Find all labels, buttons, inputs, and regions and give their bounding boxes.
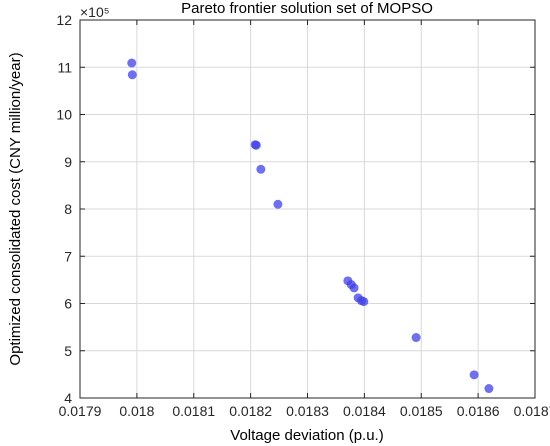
x-tick-label: 0.0183: [286, 403, 329, 419]
grid: [79, 19, 536, 399]
y-tick-label: 4: [64, 390, 72, 406]
data-point: [127, 58, 137, 68]
x-tick-label: 0.0182: [229, 403, 272, 419]
data-point: [469, 370, 479, 380]
y-tick-label: 11: [57, 59, 72, 75]
x-tick-label: 0.0187: [514, 403, 550, 419]
data-point: [256, 164, 266, 174]
chart-title: Pareto frontier solution set of MOPSO: [181, 0, 433, 17]
y-tick-label: 6: [64, 296, 72, 312]
y-tick-label: 10: [56, 107, 72, 123]
data-point: [484, 384, 494, 394]
x-tick-label: 0.0179: [59, 403, 102, 419]
x-tick-label: 0.0185: [400, 403, 443, 419]
y-tick-label: 8: [64, 201, 72, 217]
x-tick-label: 0.0181: [172, 403, 215, 419]
y-axis-label: Optimized consolidated cost (CNY million…: [7, 52, 24, 365]
y-tick-label: 7: [64, 248, 72, 264]
axis-ticks: 0.0179 0.018 0.0181 0.0182 0.0183 0.0184 0.018…: [56, 12, 550, 419]
data-point: [251, 140, 261, 150]
x-tick-label: 0.0184: [343, 403, 386, 419]
x-axis-label: Voltage deviation (p.u.): [230, 427, 383, 444]
scatter-series: [127, 58, 494, 394]
data-point: [127, 70, 137, 80]
y-tick-label: 9: [64, 154, 72, 170]
y-tick-label: 12: [56, 12, 72, 28]
x-tick-label: 0.018: [119, 403, 154, 419]
data-point: [359, 297, 369, 307]
x-tick-label: 0.0186: [457, 403, 500, 419]
data-point: [411, 333, 421, 343]
data-point: [349, 283, 359, 293]
data-point: [273, 199, 283, 209]
y-tick-label: 5: [64, 343, 72, 359]
y-axis-exponent: ×10⁵: [80, 4, 110, 20]
